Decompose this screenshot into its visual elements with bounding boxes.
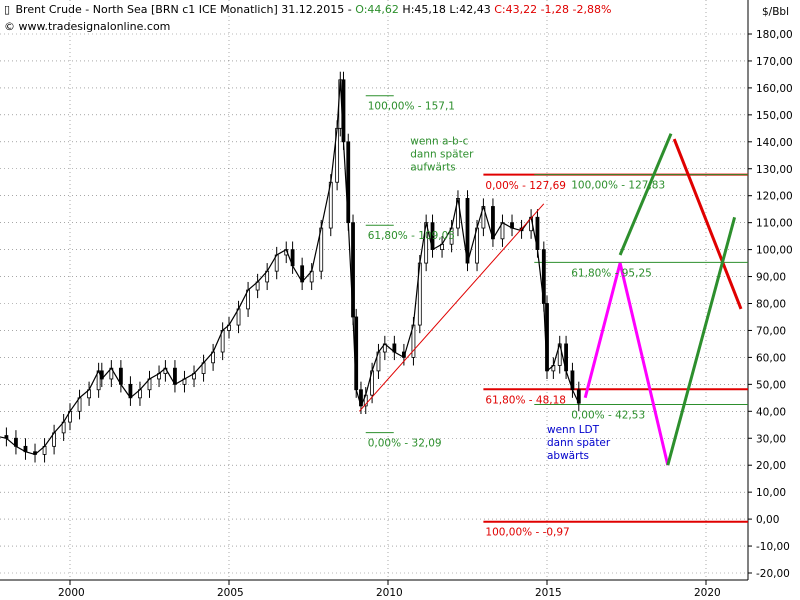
unit-label: $/Bbl (762, 6, 789, 18)
close-value: C:43,22 -1,28 -2,88% (494, 3, 612, 16)
y-tick-label: 150,00 (756, 110, 793, 122)
fib-label: 100,00% - 157,1 (368, 101, 455, 113)
fib-label: 0,00% - 42,53 (571, 409, 645, 421)
copyright-icon: © (4, 20, 15, 33)
note-text: abwärts (547, 450, 589, 462)
fib-label: 0,00% - 127,69 (485, 180, 566, 192)
x-tick-label: 2015 (535, 587, 562, 599)
y-tick-label: 170,00 (756, 56, 793, 68)
price-line (0, 79, 580, 456)
note-text: wenn LDT (547, 424, 600, 436)
y-tick-label: 90,00 (756, 272, 786, 284)
x-tick-label: 2010 (376, 587, 403, 599)
y-tick-label: 70,00 (756, 325, 786, 337)
y-tick-label: 0,00 (756, 514, 779, 526)
fib-label: 61,80% - 48,18 (485, 394, 566, 406)
high-value: H:45,18 (402, 3, 446, 16)
chart-header: ▯ Brent Crude - North Sea [BRN c1 ICE Mo… (4, 3, 612, 16)
y-tick-label: 110,00 (756, 218, 793, 230)
note-text: aufwärts (410, 161, 456, 173)
y-tick-label: 60,00 (756, 352, 786, 364)
x-tick-label: 2005 (217, 587, 244, 599)
fib-label: 100,00% - 127,83 (571, 180, 665, 192)
note-text: dann später (410, 148, 474, 160)
projection-bullish-2 (666, 216, 737, 466)
website-label: www.tradesignalonline.com (18, 20, 171, 33)
x-tick-label: 2000 (58, 587, 85, 599)
projection-zigzag (583, 262, 670, 466)
projection-bearish (672, 138, 743, 310)
y-tick-label: 30,00 (756, 433, 786, 445)
open-value: O:44,62 (355, 3, 399, 16)
y-tick-label: 180,00 (756, 29, 793, 41)
fib-label: 100,00% - -0,97 (485, 527, 569, 539)
x-tick-label: 2020 (694, 587, 721, 599)
note-text: dann später (547, 437, 611, 449)
note-text: wenn a-b-c (410, 135, 468, 147)
y-tick-label: 10,00 (756, 487, 786, 499)
y-tick-label: 80,00 (756, 299, 786, 311)
y-tick-label: 20,00 (756, 460, 786, 472)
fib-label: 61,80% - 109,05 (368, 230, 455, 242)
price-candle (576, 389, 581, 404)
y-tick-label: 40,00 (756, 406, 786, 418)
y-tick-label: -20,00 (756, 568, 790, 580)
y-tick-label: 140,00 (756, 137, 793, 149)
instrument-icon: ▯ (4, 3, 11, 16)
y-tick-label: 100,00 (756, 245, 793, 257)
projection-bullish (618, 133, 673, 256)
website-line: © www.tradesignalonline.com (4, 20, 170, 33)
fib-label: 61,80% - 95,25 (571, 267, 652, 279)
low-value: L:42,43 (449, 3, 491, 16)
y-tick-label: 120,00 (756, 191, 793, 203)
projection-trendline (359, 203, 545, 412)
y-tick-label: 50,00 (756, 379, 786, 391)
y-tick-label: 130,00 (756, 164, 793, 176)
fib-label: 0,00% - 32,09 (368, 438, 442, 450)
y-tick-label: -10,00 (756, 541, 790, 553)
y-tick-label: 160,00 (756, 83, 793, 95)
instrument-title: Brent Crude - North Sea [BRN c1 ICE Mona… (15, 3, 345, 16)
